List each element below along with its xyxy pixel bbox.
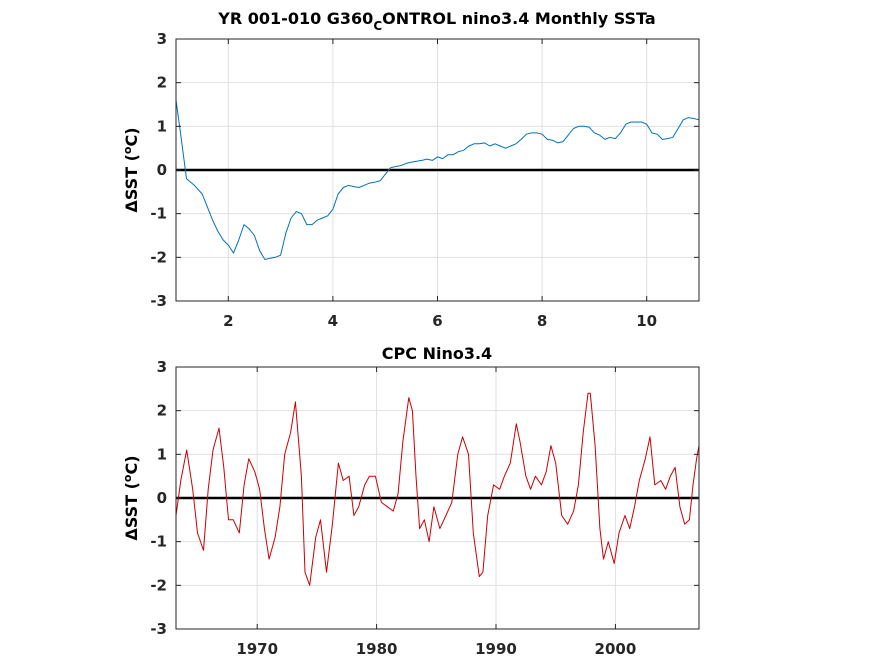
bottom-series <box>175 392 700 586</box>
y-tick-label: 2 <box>157 402 167 420</box>
y-tick-label: -2 <box>150 248 167 266</box>
top-chart: YR 001-010 G360CONTROL nino3.4 Monthly S… <box>121 9 700 330</box>
top-series <box>175 100 700 260</box>
top-chart-title: YR 001-010 G360CONTROL nino3.4 Monthly S… <box>217 9 655 33</box>
x-tick-label: 1970 <box>236 640 278 656</box>
x-tick-label: 1980 <box>356 640 398 656</box>
y-tick-label: -1 <box>150 533 167 551</box>
y-tick-label: -3 <box>150 620 167 638</box>
top-y-axis-label: ΔSST (oC) <box>121 127 141 212</box>
x-tick-label: 1990 <box>475 640 517 656</box>
bottom-y-axis-label: ΔSST (oC) <box>121 455 141 540</box>
y-tick-label: 1 <box>157 117 167 135</box>
bottom-ticks: 1970 1980 1990 2000 -3 -2 -1 0 1 2 3 <box>150 358 699 656</box>
x-tick-label: 6 <box>432 312 442 330</box>
bottom-chart: CPC Nino3.4 1970 1980 1990 2000 -3 -2 -1 0 1 2 3 Δ… <box>121 344 700 656</box>
x-tick-label: 10 <box>636 312 657 330</box>
y-tick-label: -2 <box>150 576 167 594</box>
y-tick-label: -1 <box>150 205 167 223</box>
top-ticks: 2 4 6 8 10 -3 -2 -1 0 1 2 3 <box>150 30 699 330</box>
series-line <box>175 392 700 586</box>
y-tick-label: 3 <box>157 30 167 48</box>
bottom-chart-title: CPC Nino3.4 <box>382 344 492 363</box>
y-tick-label: 2 <box>157 74 167 92</box>
y-tick-label: -3 <box>150 292 167 310</box>
y-tick-label: 1 <box>157 445 167 463</box>
x-tick-label: 2 <box>223 312 233 330</box>
x-tick-label: 2000 <box>595 640 637 656</box>
y-tick-label: 3 <box>157 358 167 376</box>
y-tick-label: 0 <box>157 489 167 507</box>
series-line <box>175 100 700 260</box>
y-tick-label: 0 <box>157 161 167 179</box>
x-tick-label: 4 <box>328 312 338 330</box>
x-tick-label: 8 <box>537 312 547 330</box>
